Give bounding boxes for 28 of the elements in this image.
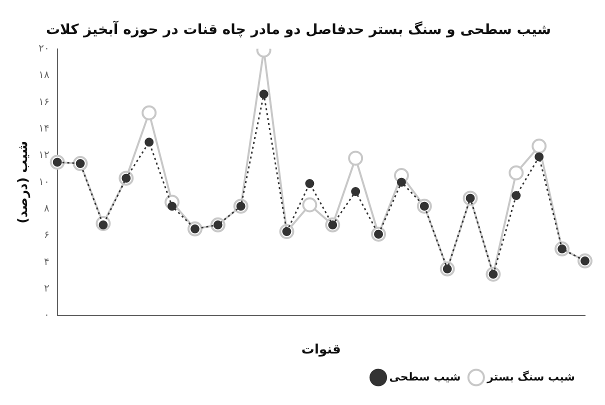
y-tick-label: ۲ (44, 284, 50, 295)
point (142, 105, 157, 120)
point (259, 90, 268, 99)
x-axis-title: قنوات (301, 342, 341, 358)
point (302, 197, 318, 212)
point (532, 138, 547, 154)
y-tick-label: ۶ (44, 230, 50, 242)
legend-label: شیب سطحی (389, 370, 461, 384)
y-tick-label: ۱۲ (38, 150, 50, 162)
point (396, 178, 406, 187)
y-axis-title: شیب (درصد) (16, 140, 32, 224)
point (508, 165, 524, 180)
y-tick-label: ۱۸ (38, 70, 50, 82)
point (512, 191, 521, 200)
point (351, 187, 360, 196)
point (144, 138, 154, 147)
y-tick-label: ۲۰ (38, 43, 50, 54)
legend-label: شیب سنگ بستر (486, 370, 576, 384)
chart-title: شیب سطحی و سنگ بستر حدفاصل دو مادر چاه قنات در حوزه آبخیز کلات (46, 20, 552, 38)
y-tick-label: ۱۰ (38, 176, 50, 188)
y-tick-label: ۴ (44, 256, 50, 268)
y-tick-label: ۰ (44, 310, 50, 322)
point (534, 152, 544, 162)
point (305, 179, 314, 188)
y-tick-label: ۱۴ (38, 123, 50, 134)
y-tick-label: ۸ (44, 203, 50, 214)
y-tick-label: ۱۶ (38, 96, 50, 108)
point (348, 150, 364, 166)
